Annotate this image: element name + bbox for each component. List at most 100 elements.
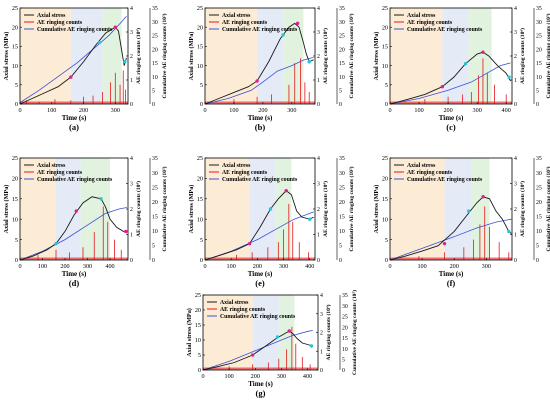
feature-point-marker [255,79,259,83]
stage-zone [20,8,71,104]
y-tick-label-ae: 1 [130,233,133,239]
y-tick-label-cumulative: 0 [536,102,539,108]
feature-point-marker [97,40,102,45]
y-tick-label-cumulative: 15 [342,336,348,342]
y-tick-label-cumulative: 35 [152,156,158,162]
y-tick-label-cumulative: 10 [339,75,345,81]
x-axis-title: Time (s) [248,270,273,278]
feature-point-marker [54,241,58,246]
y-tick-label-cumulative: 0 [339,258,342,264]
y-tick-label-ae: 3 [514,182,517,188]
y-tick-label-ae: 2 [514,54,517,60]
legend-label: AE ringing counts [222,170,268,176]
y-tick-label-cumulative: 10 [152,229,158,235]
x-tick-label: 100 [224,373,233,380]
y-tick-label-stress: 5 [198,352,201,359]
x-tick-label: 100 [229,107,238,114]
x-axis-title: Time (s) [62,114,87,122]
legend-label: Axial stress [407,13,436,19]
legend-label: Axial stress [37,13,66,19]
legend-label: Cumulative AE ringing counts [407,27,483,33]
y-tick-label-cumulative: 10 [339,229,345,235]
feature-point-marker [250,353,255,357]
y-tick-label-cumulative: 30 [339,171,345,177]
x-tick-label: 0 [388,107,391,114]
y-tick-label-cumulative: 30 [536,171,542,177]
y-tick-label-ae: 1 [514,78,517,84]
x-tick-label: 400 [502,107,511,114]
y-tick-label-ae: 3 [317,30,320,36]
x-axis-title: Time (s) [248,380,273,388]
feature-point-marker [281,33,285,37]
panel-label: (e) [255,278,265,288]
y-tick-label-stress: 0 [385,257,388,264]
x-tick-label: 400 [305,263,314,270]
x-axis-title: Time (s) [62,270,87,278]
y-tick-label-cumulative: 0 [536,258,539,264]
y-tick-label-ae: 2 [130,207,133,213]
panel-label: (d) [69,278,80,288]
y-tick-label-ae: 2 [514,207,517,213]
panel-label: (g) [256,388,266,398]
y-tick-label-ae: 2 [317,54,320,60]
y-tick-label-stress: 0 [200,101,203,108]
x-tick-label: 0 [203,107,206,114]
feature-point-marker [74,209,78,213]
y-tick-label-stress: 10 [197,216,203,223]
y-axis-title-cumulative: Cumulative AE ringing counts (10⁵) [348,13,355,98]
x-tick-label: 0 [203,263,206,270]
stage-zone [102,8,122,104]
legend-label: AE ringing counts [407,170,453,176]
stage-zone [275,158,292,260]
feature-point-marker [481,195,485,199]
feature-point-marker [287,329,291,333]
y-tick-label-cumulative: 15 [152,214,158,220]
y-axis-title-cumulative: Cumulative AE ringing counts (10⁵) [545,166,550,251]
chart-panel: 0 5 10 15 20 25 0 1 2 3 4 0 5 10 15 20 25 30 35 0 100 200 300 4… [373,5,550,132]
feature-point-marker [268,207,273,211]
y-axis-title-stress: Axial stress (MPa) [373,32,380,81]
y-tick-label-stress: 15 [382,44,388,51]
y-tick-label-cumulative: 10 [152,75,158,81]
legend-label: AE ringing counts [37,20,83,26]
y-tick-label-cumulative: 10 [342,347,348,353]
panel-label: (a) [69,122,79,132]
chart-panel: 0 5 10 15 20 25 0 1 2 3 4 0 5 10 15 20 25 30 35 0 100 200 300 4… [186,290,358,398]
y-tick-label-ae: 0 [317,102,320,108]
feature-point-marker [99,197,103,201]
feature-point-marker [295,21,300,26]
legend-label: Cumulative AE ringing counts [222,177,298,183]
feature-point-marker [309,344,314,348]
y-tick-label-cumulative: 15 [339,214,345,220]
y-axis-title-cumulative: Cumulative AE ringing counts (10⁵) [351,290,358,375]
y-tick-label-cumulative: 35 [152,6,158,12]
y-tick-label-stress: 15 [197,44,203,51]
feature-point-marker [124,229,128,234]
axial-stress-line [19,196,127,261]
stage-zone [20,158,56,260]
y-tick-label-ae: 3 [320,312,323,318]
feature-point-marker [123,60,127,64]
y-tick-label-cumulative: 5 [339,244,342,250]
axial-stress-line [19,26,127,105]
y-tick-label-ae: 3 [514,30,517,36]
axial-stress-line [202,330,313,371]
y-tick-label-cumulative: 0 [152,258,155,264]
x-tick-label: 100 [47,107,56,114]
y-tick-label-cumulative: 25 [152,185,158,191]
cumulative-ae-line [19,15,127,103]
y-tick-label-stress: 0 [385,101,388,108]
y-tick-label-ae: 0 [317,258,320,264]
y-tick-label-ae: 1 [514,233,517,239]
stage-zone [205,158,250,260]
y-axis-title-ae: AE ringing counts (10⁴) [135,28,142,84]
y-tick-label-stress: 10 [12,216,18,223]
y-tick-label-ae: 4 [130,156,133,162]
x-tick-label: 300 [111,107,120,114]
y-tick-label-stress: 10 [12,63,18,70]
y-tick-label-ae: 4 [317,156,320,162]
stage-zone [444,158,472,260]
y-tick-label-stress: 20 [382,176,388,183]
feature-point-marker [481,50,485,54]
y-tick-label-cumulative: 10 [536,229,542,235]
